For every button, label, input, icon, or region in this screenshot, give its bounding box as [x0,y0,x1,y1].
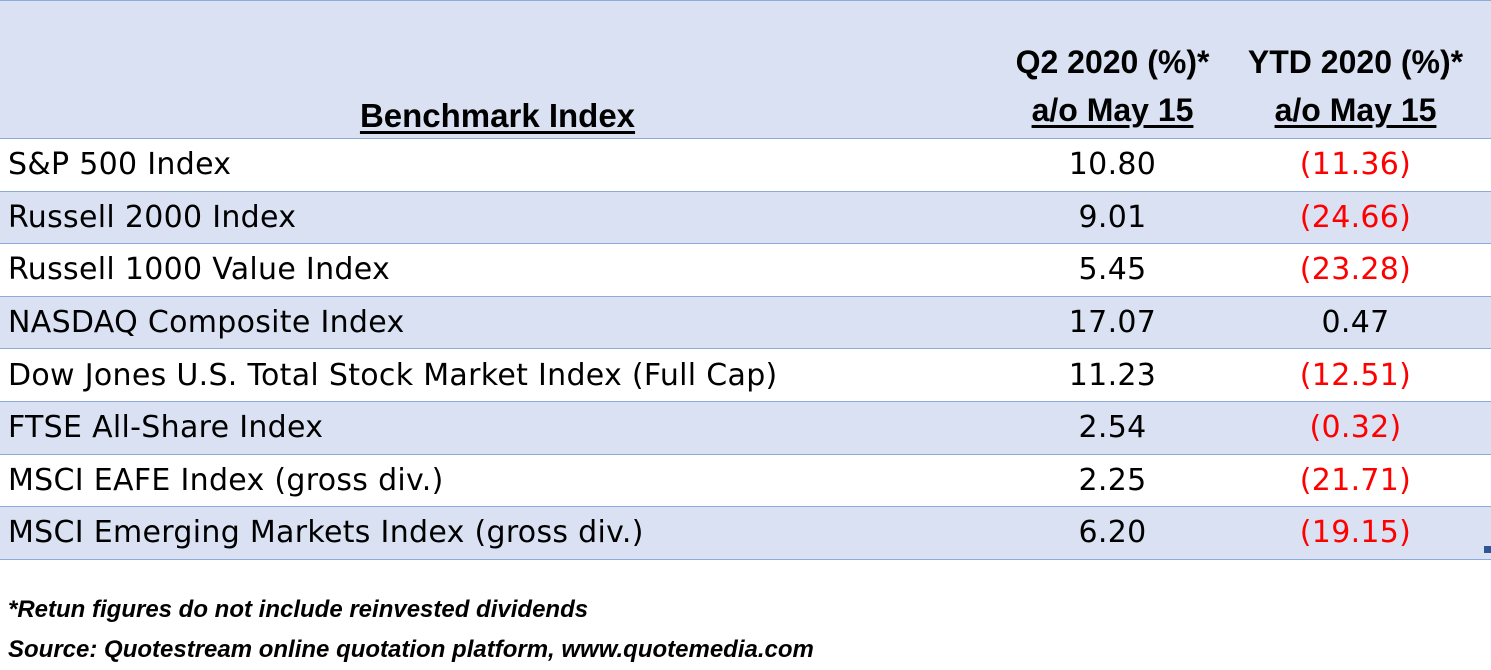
footnote-note: *Retun figures do not include reinvested… [8,596,589,623]
row-index-name: MSCI EAFE Index (gross div.) [8,462,444,498]
header-ytd-line1: YTD 2020 (%)* [1247,44,1464,80]
table-header-row: Benchmark Index Q2 2020 (%)* a/o May 15 … [0,1,1491,139]
header-q2-line1: Q2 2020 (%)* [1015,44,1210,80]
row-ytd-value: (0.32) [1309,410,1402,446]
row-q2-value: 11.23 [1068,357,1157,393]
table-row: MSCI EAFE Index (gross div.) 2.25 (21.71… [0,454,1491,508]
table-row: MSCI Emerging Markets Index (gross div.)… [0,507,1491,560]
row-q2-value: 2.54 [1078,410,1147,446]
header-benchmark-index-label: Benchmark Index [359,97,636,134]
row-index-name: Russell 1000 Value Index [8,252,391,288]
header-benchmark-index: Benchmark Index [0,97,940,138]
header-q2-line2: a/o May 15 [1031,92,1194,128]
table-row: Russell 1000 Value Index 5.45 (23.28) [0,244,1491,297]
header-ytd: YTD 2020 (%)* a/o May 15 [1230,38,1491,138]
row-index-name: Dow Jones U.S. Total Stock Market Index … [8,357,778,393]
row-index-name: Russell 2000 Index [8,199,297,235]
row-index-name: NASDAQ Composite Index [8,305,405,341]
row-ytd-value: 0.47 [1321,305,1390,341]
header-q2: Q2 2020 (%)* a/o May 15 [940,38,1230,138]
row-index-name: FTSE All-Share Index [8,410,324,446]
row-q2-value: 6.20 [1078,515,1147,551]
table-resize-handle[interactable] [1484,546,1491,553]
row-ytd-value: (23.28) [1299,252,1412,288]
header-ytd-line2: a/o May 15 [1274,92,1437,128]
row-q2-value: 2.25 [1078,462,1147,498]
row-index-name: MSCI Emerging Markets Index (gross div.) [8,515,644,551]
row-q2-value: 5.45 [1078,252,1147,288]
row-ytd-value: (21.71) [1299,462,1412,498]
row-index-name: S&P 500 Index [8,147,232,183]
table-row: NASDAQ Composite Index 17.07 0.47 [0,296,1491,350]
row-q2-value: 10.80 [1068,147,1157,183]
table-row: Russell 2000 Index 9.01 (24.66) [0,191,1491,245]
footnote-source: Source: Quotestream online quotation pla… [8,636,814,663]
table-row: Dow Jones U.S. Total Stock Market Index … [0,349,1491,402]
row-ytd-value: (11.36) [1299,147,1412,183]
row-ytd-value: (24.66) [1299,199,1412,235]
row-ytd-value: (12.51) [1299,357,1412,393]
table-row: FTSE All-Share Index 2.54 (0.32) [0,401,1491,455]
row-q2-value: 17.07 [1068,305,1157,341]
row-ytd-value: (19.15) [1299,515,1412,551]
footnotes: *Retun figures do not include reinvested… [8,590,814,670]
table-row: S&P 500 Index 10.80 (11.36) [0,139,1491,192]
benchmark-table: Benchmark Index Q2 2020 (%)* a/o May 15 … [0,0,1491,560]
row-q2-value: 9.01 [1078,199,1147,235]
